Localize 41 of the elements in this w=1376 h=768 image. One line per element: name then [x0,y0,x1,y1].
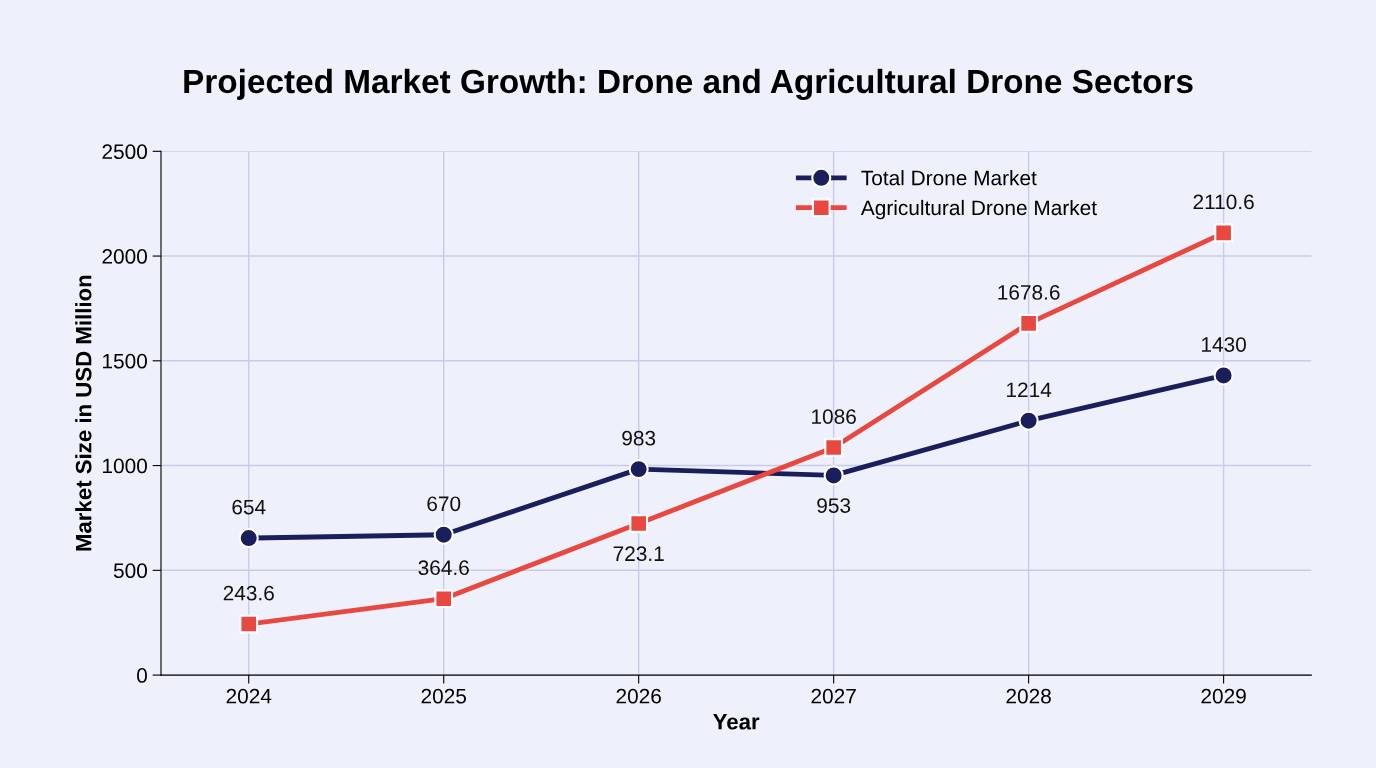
data-label: 983 [622,430,656,446]
y-tick-label: 2000 [102,249,147,264]
y-tick-label: 1500 [103,353,147,369]
point [824,438,844,457]
data-label: 1678.6 [998,285,1060,300]
data-label: 723.1 [613,546,664,562]
point [628,459,649,480]
x-tick-label: 2024 [226,688,272,704]
x-axis-title: Year [713,714,760,730]
point [239,614,259,634]
data-label: 2110.6 [1193,194,1254,210]
y-tick-label: 0 [137,668,147,683]
point [1213,365,1234,386]
legend-label: Total Drone Market [861,170,1037,186]
x-tick-label: 2026 [616,688,661,704]
data-label: 1430 [1202,337,1246,352]
data-label: 670 [427,496,461,512]
y-tick-label: 2500 [102,144,147,160]
point [433,524,454,545]
y-tick-label: 500 [113,563,147,579]
x-tick-label: 2025 [421,688,466,704]
x-tick-label: 2027 [811,688,856,704]
data-label: 364.6 [418,560,469,576]
point [1019,314,1038,333]
x-tick-label: 2028 [1006,688,1051,704]
chart-title: Projected Market Growth: Drone and Agricultural Drone Sectors [184,68,1193,101]
point [434,589,454,609]
y-axis-title: Market Size in USD Million [75,275,92,551]
y-tick-label: 1000 [103,458,147,474]
point [1214,223,1233,243]
data-label: 1214 [1007,382,1052,397]
x-tick-label: 2029 [1201,688,1246,704]
point [629,514,649,533]
point [1018,410,1039,431]
point [238,527,259,549]
point [823,465,844,486]
data-label: 243.6 [223,585,274,601]
legend-label: Agricultural Drone Market [860,199,1097,220]
data-label: 1086 [812,409,856,424]
data-label: 654 [232,499,266,515]
data-label: 953 [817,498,851,513]
